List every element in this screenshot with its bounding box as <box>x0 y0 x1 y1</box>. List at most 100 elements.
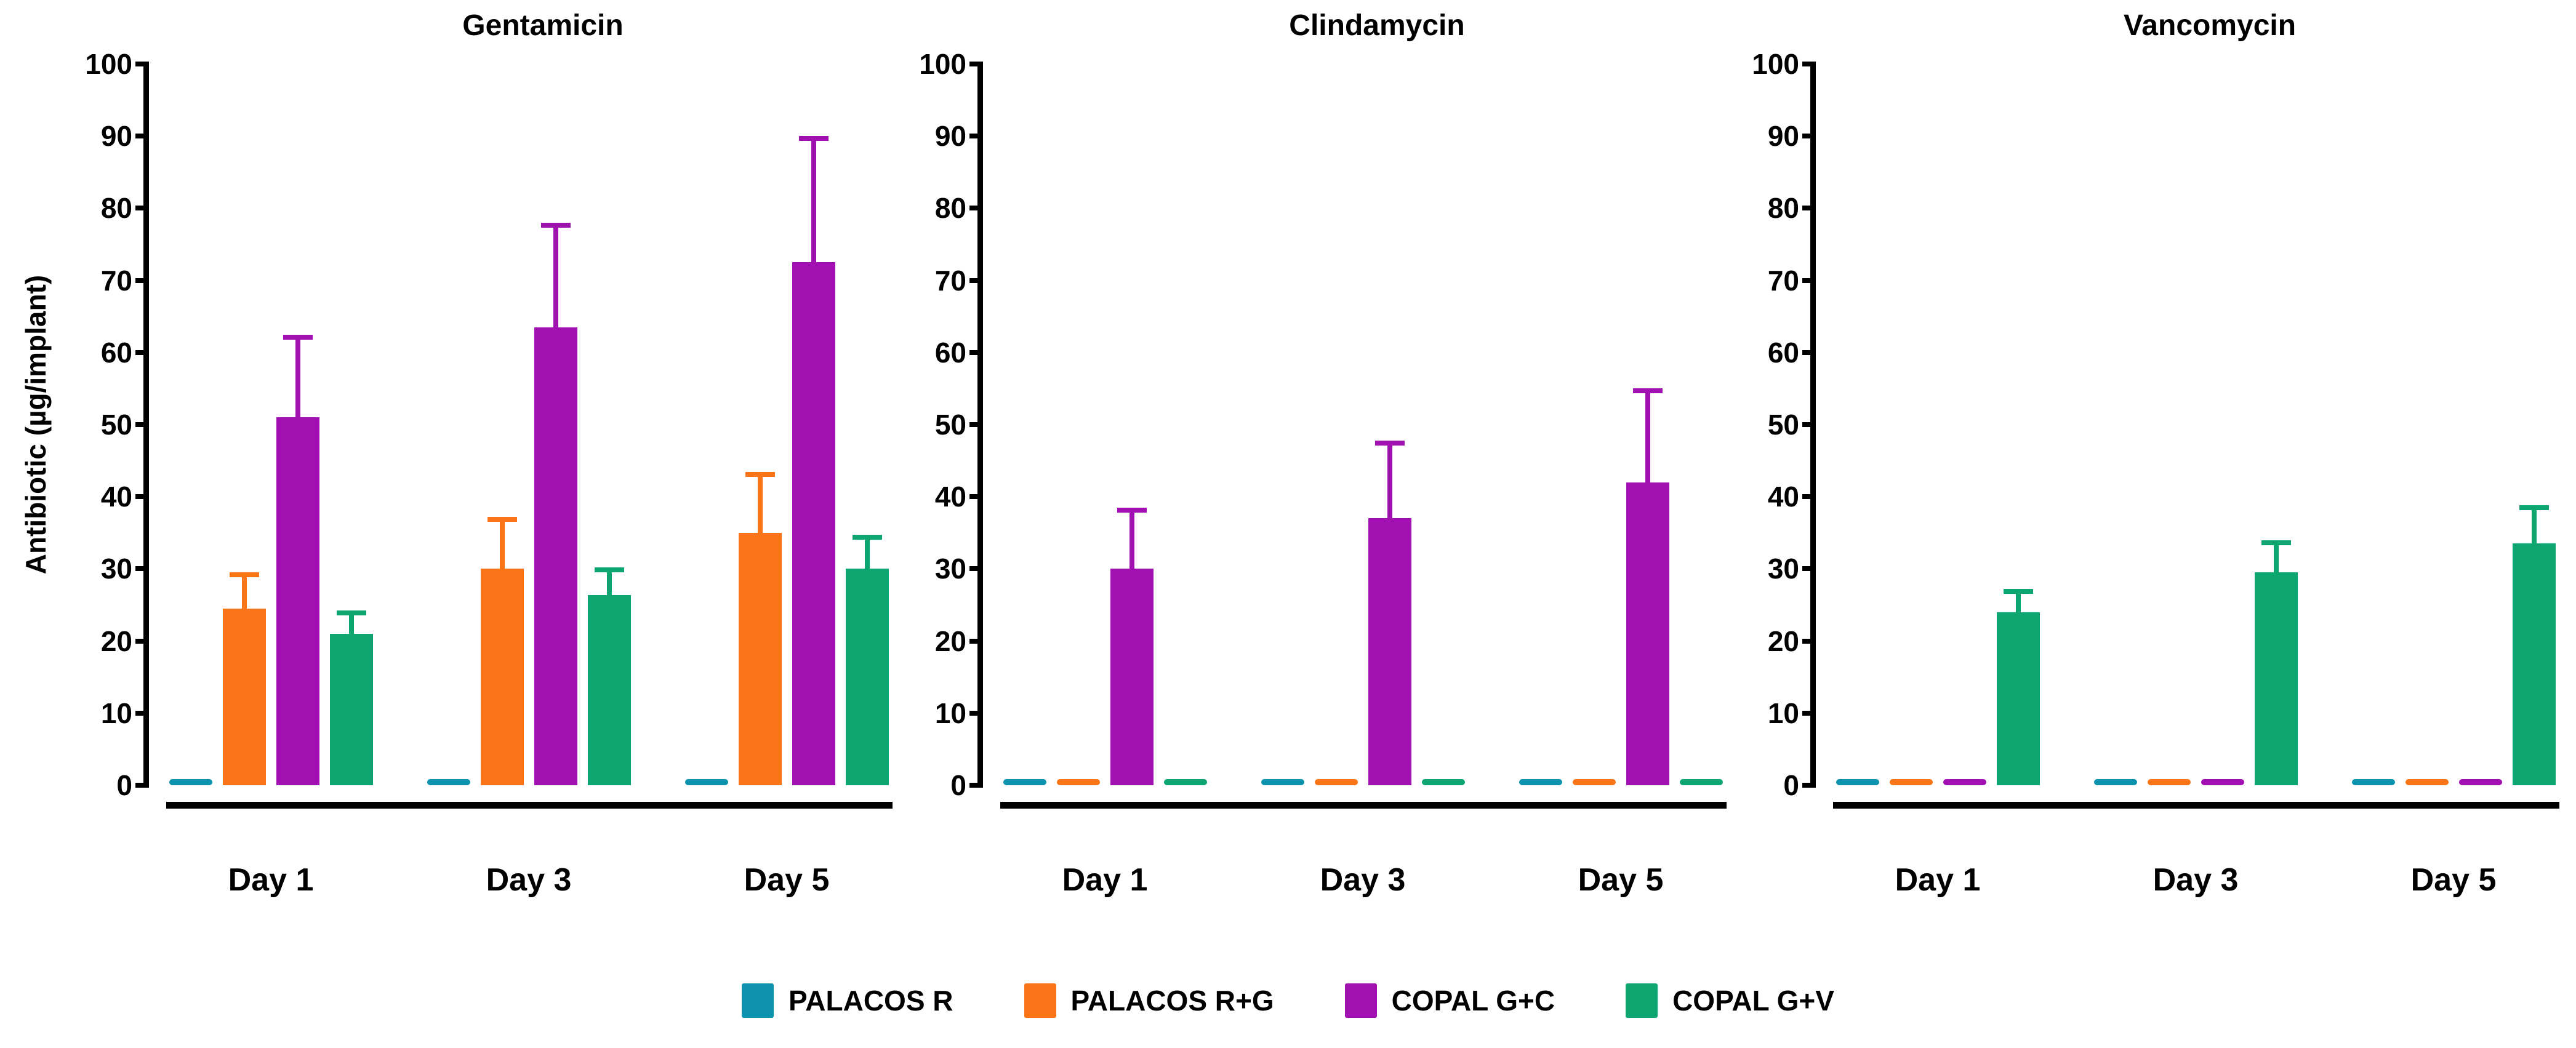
y-tick <box>135 278 149 283</box>
y-tick-label: 20 <box>100 625 132 657</box>
y-tick <box>969 710 983 716</box>
y-tick <box>1802 350 1816 355</box>
y-tick-label: 20 <box>1767 625 1799 657</box>
y-tick <box>1802 566 1816 572</box>
y-tick-label: 40 <box>934 481 966 513</box>
y-tick-label: 90 <box>100 120 132 153</box>
y-tick-label: 20 <box>934 625 966 657</box>
legend-item-palacos-r-g: PALACOS R+G <box>1024 983 1274 1018</box>
bar-copal-g-c <box>1943 779 1986 785</box>
error-bar-line <box>865 537 870 569</box>
bar-copal-g-c <box>2201 779 2244 785</box>
error-bar-line <box>2532 508 2537 544</box>
error-bar-cap <box>745 472 775 478</box>
y-tick <box>135 566 149 572</box>
y-tick <box>135 206 149 211</box>
bar-palacos-r <box>2094 779 2137 785</box>
x-axis-baseline <box>1000 802 1727 809</box>
y-tick-label: 10 <box>100 697 132 729</box>
y-tick-label: 80 <box>100 192 132 225</box>
y-tick-label: 30 <box>100 553 132 585</box>
y-tick-label: 100 <box>85 48 132 80</box>
y-tick-label: 50 <box>934 409 966 441</box>
y-tick-label: 0 <box>116 769 132 801</box>
y-tick-label: 60 <box>934 336 966 369</box>
y-tick <box>135 134 149 139</box>
bar-copal-g-v <box>2513 543 2556 785</box>
y-tick-label: 50 <box>100 409 132 441</box>
bar-copal-g-v <box>1164 779 1207 785</box>
x-category-label: Day 3 <box>486 862 572 898</box>
x-category-label: Day 1 <box>1062 862 1148 898</box>
error-bar-cap <box>283 334 313 340</box>
error-bar-line <box>349 613 354 634</box>
error-bar-cap <box>337 610 366 616</box>
bar-palacos-r-g <box>1057 779 1100 785</box>
error-bar-line <box>500 519 505 569</box>
error-bar-line <box>553 225 558 327</box>
error-bar-cap <box>1633 388 1663 394</box>
x-category-label: Day 3 <box>2153 862 2239 898</box>
y-tick <box>135 710 149 716</box>
y-tick <box>135 494 149 500</box>
y-tick-label: 50 <box>1767 409 1799 441</box>
y-tick-label: 70 <box>100 264 132 297</box>
y-tick-label: 100 <box>1752 48 1799 80</box>
y-tick <box>969 62 983 66</box>
y-tick-label: 0 <box>1783 769 1799 801</box>
bar-copal-g-v <box>1997 612 2040 785</box>
bar-palacos-r-g <box>223 608 266 785</box>
y-tick <box>1802 783 1816 788</box>
bar-copal-g-c <box>792 262 835 785</box>
bar-palacos-r <box>427 779 470 785</box>
error-bar-cap <box>2004 589 2033 594</box>
error-bar-line <box>2274 542 2279 573</box>
y-tick <box>135 638 149 644</box>
error-bar-line <box>811 138 816 263</box>
error-bar-cap <box>488 517 517 522</box>
bar-palacos-r <box>1836 779 1879 785</box>
y-tick <box>1802 494 1816 500</box>
bar-copal-g-c <box>1626 482 1669 785</box>
y-tick-label: 40 <box>100 481 132 513</box>
y-tick <box>969 134 983 139</box>
legend-swatch-icon <box>742 983 774 1018</box>
panel-title: Clindamycin <box>1289 9 1465 42</box>
y-tick <box>1802 278 1816 283</box>
y-tick-label: 90 <box>934 120 966 153</box>
legend-label: PALACOS R+G <box>1070 985 1274 1017</box>
bar-copal-g-c <box>534 327 577 785</box>
bar-copal-g-v <box>846 569 889 785</box>
x-axis-baseline <box>1833 802 2559 809</box>
bar-palacos-r <box>1003 779 1046 785</box>
y-tick <box>1802 710 1816 716</box>
y-tick-label: 30 <box>934 553 966 585</box>
error-bar-cap <box>1375 440 1405 446</box>
legend-label: COPAL G+V <box>1672 985 1834 1017</box>
bar-copal-g-c <box>1110 569 1154 785</box>
y-tick <box>1802 422 1816 427</box>
y-tick-label: 70 <box>934 264 966 297</box>
bar-palacos-r <box>1261 779 1304 785</box>
error-bar-cap <box>1117 507 1147 513</box>
bar-palacos-r <box>1519 779 1562 785</box>
bar-copal-g-v <box>1680 779 1723 785</box>
bar-palacos-r-g <box>1890 779 1933 785</box>
x-category-label: Day 5 <box>2410 862 2497 898</box>
legend-swatch-icon <box>1344 983 1377 1018</box>
panel-title: Vancomycin <box>2123 9 2297 42</box>
bar-copal-g-v <box>2255 572 2298 785</box>
y-tick <box>135 350 149 355</box>
error-bar-cap <box>799 136 829 142</box>
legend-label: PALACOS R <box>788 985 953 1017</box>
y-tick-label: 10 <box>1767 697 1799 729</box>
bar-copal-g-v <box>588 594 631 785</box>
error-bar-cap <box>595 567 624 573</box>
bar-palacos-r <box>169 779 212 785</box>
bar-palacos-r-g <box>739 532 782 785</box>
legend-item-palacos-r: PALACOS R <box>742 983 953 1018</box>
